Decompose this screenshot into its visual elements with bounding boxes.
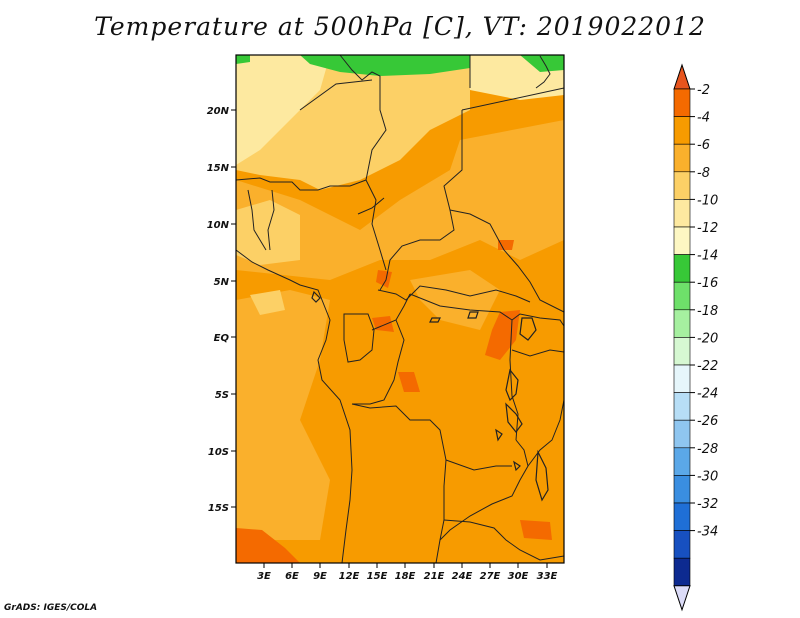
colorbar-cell: [673, 530, 691, 559]
colorbar-label: -16: [697, 276, 718, 291]
lakes: [311, 290, 549, 502]
colorbar-cell: [673, 171, 691, 200]
colorbar-cell: [673, 88, 691, 117]
colorbar-label: -12: [697, 221, 718, 236]
lon-label: 30E: [508, 571, 529, 582]
colorbar-label: -2: [697, 83, 710, 98]
lat-label: 10N: [207, 220, 230, 231]
colorbar-label: -34: [697, 525, 718, 540]
lon-label: 9E: [313, 571, 327, 582]
colorbar-label: -28: [697, 442, 718, 457]
lon-label: 33E: [537, 571, 558, 582]
lat-label: 20N: [207, 106, 230, 117]
colorbar-cell: [673, 309, 691, 338]
colorbar-label: -8: [697, 166, 710, 181]
colorbar-top-arrow: [673, 63, 691, 90]
colorbar-label: -10: [697, 193, 718, 208]
colorbar-cell: [673, 447, 691, 476]
lon-label: 21E: [424, 571, 445, 582]
lon-label: 18E: [395, 571, 416, 582]
credit-label: GrADS: IGES/COLA: [4, 603, 98, 613]
colorbar-cell: [673, 475, 691, 504]
colorbar-cell: [673, 143, 691, 173]
colorbar-label: -22: [697, 359, 718, 374]
colorbar-label: -4: [697, 111, 710, 126]
lat-label: 5N: [214, 277, 230, 288]
colorbar-cell: [673, 392, 691, 421]
colorbar-bottom-arrow: [673, 585, 691, 612]
lon-label: 6E: [285, 571, 299, 582]
colorbar-cell: [673, 281, 691, 311]
lat-label: 15S: [208, 503, 229, 514]
lon-label: 24E: [452, 571, 473, 582]
colorbar-cell: [673, 199, 691, 228]
colorbar-label: -30: [697, 469, 718, 484]
colorbar-cell: [673, 364, 691, 393]
colorbar-cell: [673, 116, 691, 145]
colorbar-cell: [673, 502, 691, 531]
colorbar-label: -14: [697, 249, 718, 264]
map-frame: [235, 54, 565, 564]
lon-label: 27E: [480, 571, 501, 582]
colorbar-cell: [673, 337, 691, 366]
colorbar: -2 -4 -6 -8 -10 -12 -14 -16 -18 -20 -22 -24 -26 -28 -3…: [673, 63, 718, 612]
colorbar-label: -32: [697, 497, 718, 512]
lat-label: 10S: [208, 447, 229, 458]
colorbar-cell: [673, 557, 691, 587]
colorbar-cell: [673, 419, 691, 449]
lat-label: 15N: [207, 163, 230, 174]
latitude-axis: 20N 15N 10N 5N EQ 5S 10S 15S: [207, 106, 236, 514]
map-title: Temperature at 500hPa [C], VT: 201902201…: [94, 12, 706, 41]
lat-label: EQ: [214, 333, 230, 344]
colorbar-label: -24: [697, 387, 718, 402]
lat-label: 5S: [215, 390, 229, 401]
colorbar-cell: [673, 254, 691, 283]
colorbar-label: -18: [697, 304, 718, 319]
longitude-axis: 3E 6E 9E 12E 15E 18E 21E 24E 27E 30E 33E: [257, 563, 558, 582]
colorbar-cell: [673, 226, 691, 255]
country-borders: [235, 54, 565, 564]
colorbar-label: -20: [697, 331, 718, 346]
colorbar-label: -26: [697, 414, 718, 429]
lon-label: 3E: [257, 571, 271, 582]
temperature-field: [236, 55, 564, 563]
lon-label: 15E: [367, 571, 388, 582]
lon-label: 12E: [339, 571, 360, 582]
colorbar-label: -6: [697, 138, 710, 153]
